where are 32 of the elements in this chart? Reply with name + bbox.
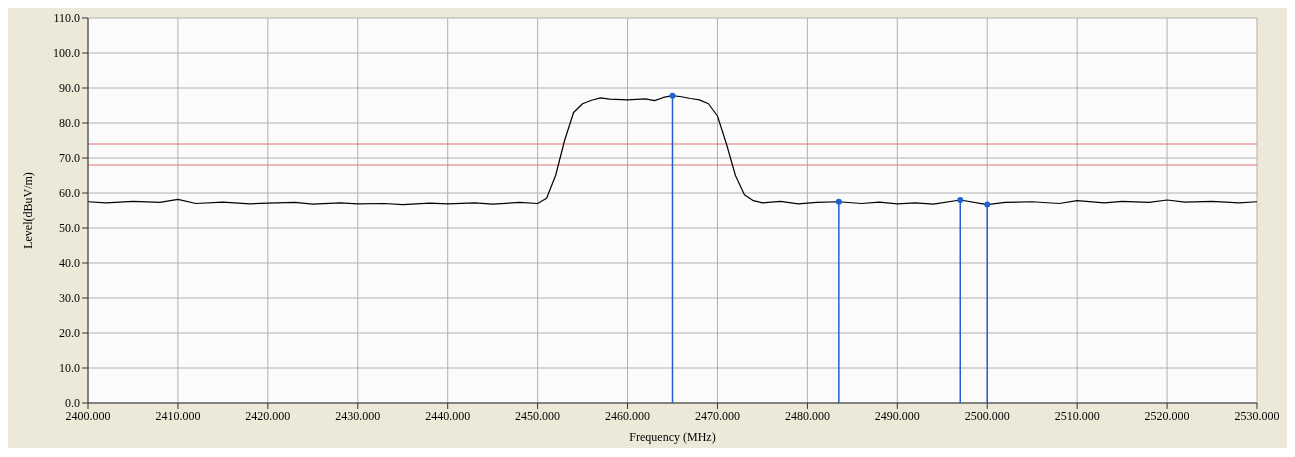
- y-tick-label: 90.0: [59, 81, 80, 96]
- y-tick-label: 80.0: [59, 116, 80, 131]
- x-tick-label: 2530.000: [1234, 408, 1280, 423]
- y-axis-title: Level(dBuV/m): [21, 172, 36, 249]
- y-tick-label: 100.0: [53, 46, 80, 61]
- y-tick-label: 50.0: [59, 221, 80, 236]
- x-tick-label: 2500.000: [964, 408, 1010, 423]
- x-tick-label: 2470.000: [694, 408, 740, 423]
- x-tick-label: 2420.000: [245, 408, 291, 423]
- y-tick-label: 60.0: [59, 186, 80, 201]
- y-tick-label: 10.0: [59, 361, 80, 376]
- x-tick-label: 2450.000: [515, 408, 561, 423]
- y-tick-label: 0.0: [65, 396, 80, 411]
- x-tick-label: 2510.000: [1054, 408, 1100, 423]
- point: [957, 197, 964, 203]
- point: [984, 201, 991, 208]
- x-tick-label: 2490.000: [874, 408, 920, 423]
- x-tick-label: 2430.000: [335, 408, 381, 423]
- x-tick-label: 2520.000: [1144, 408, 1190, 423]
- x-tick-label: 2440.000: [425, 408, 471, 423]
- x-tick-label: 2460.000: [605, 408, 651, 423]
- y-tick-label: 110.0: [53, 11, 80, 26]
- x-tick-label: 2400.000: [65, 408, 111, 423]
- y-tick-label: 70.0: [59, 151, 80, 166]
- x-tick-label: 2480.000: [784, 408, 830, 423]
- point: [835, 198, 842, 205]
- x-axis-title: Frequency (MHz): [629, 430, 716, 444]
- y-tick-label: 30.0: [59, 291, 80, 306]
- point: [669, 92, 676, 99]
- y-tick-label: 40.0: [59, 256, 80, 271]
- x-tick-label: 2410.000: [155, 408, 201, 423]
- y-tick-label: 20.0: [59, 326, 80, 341]
